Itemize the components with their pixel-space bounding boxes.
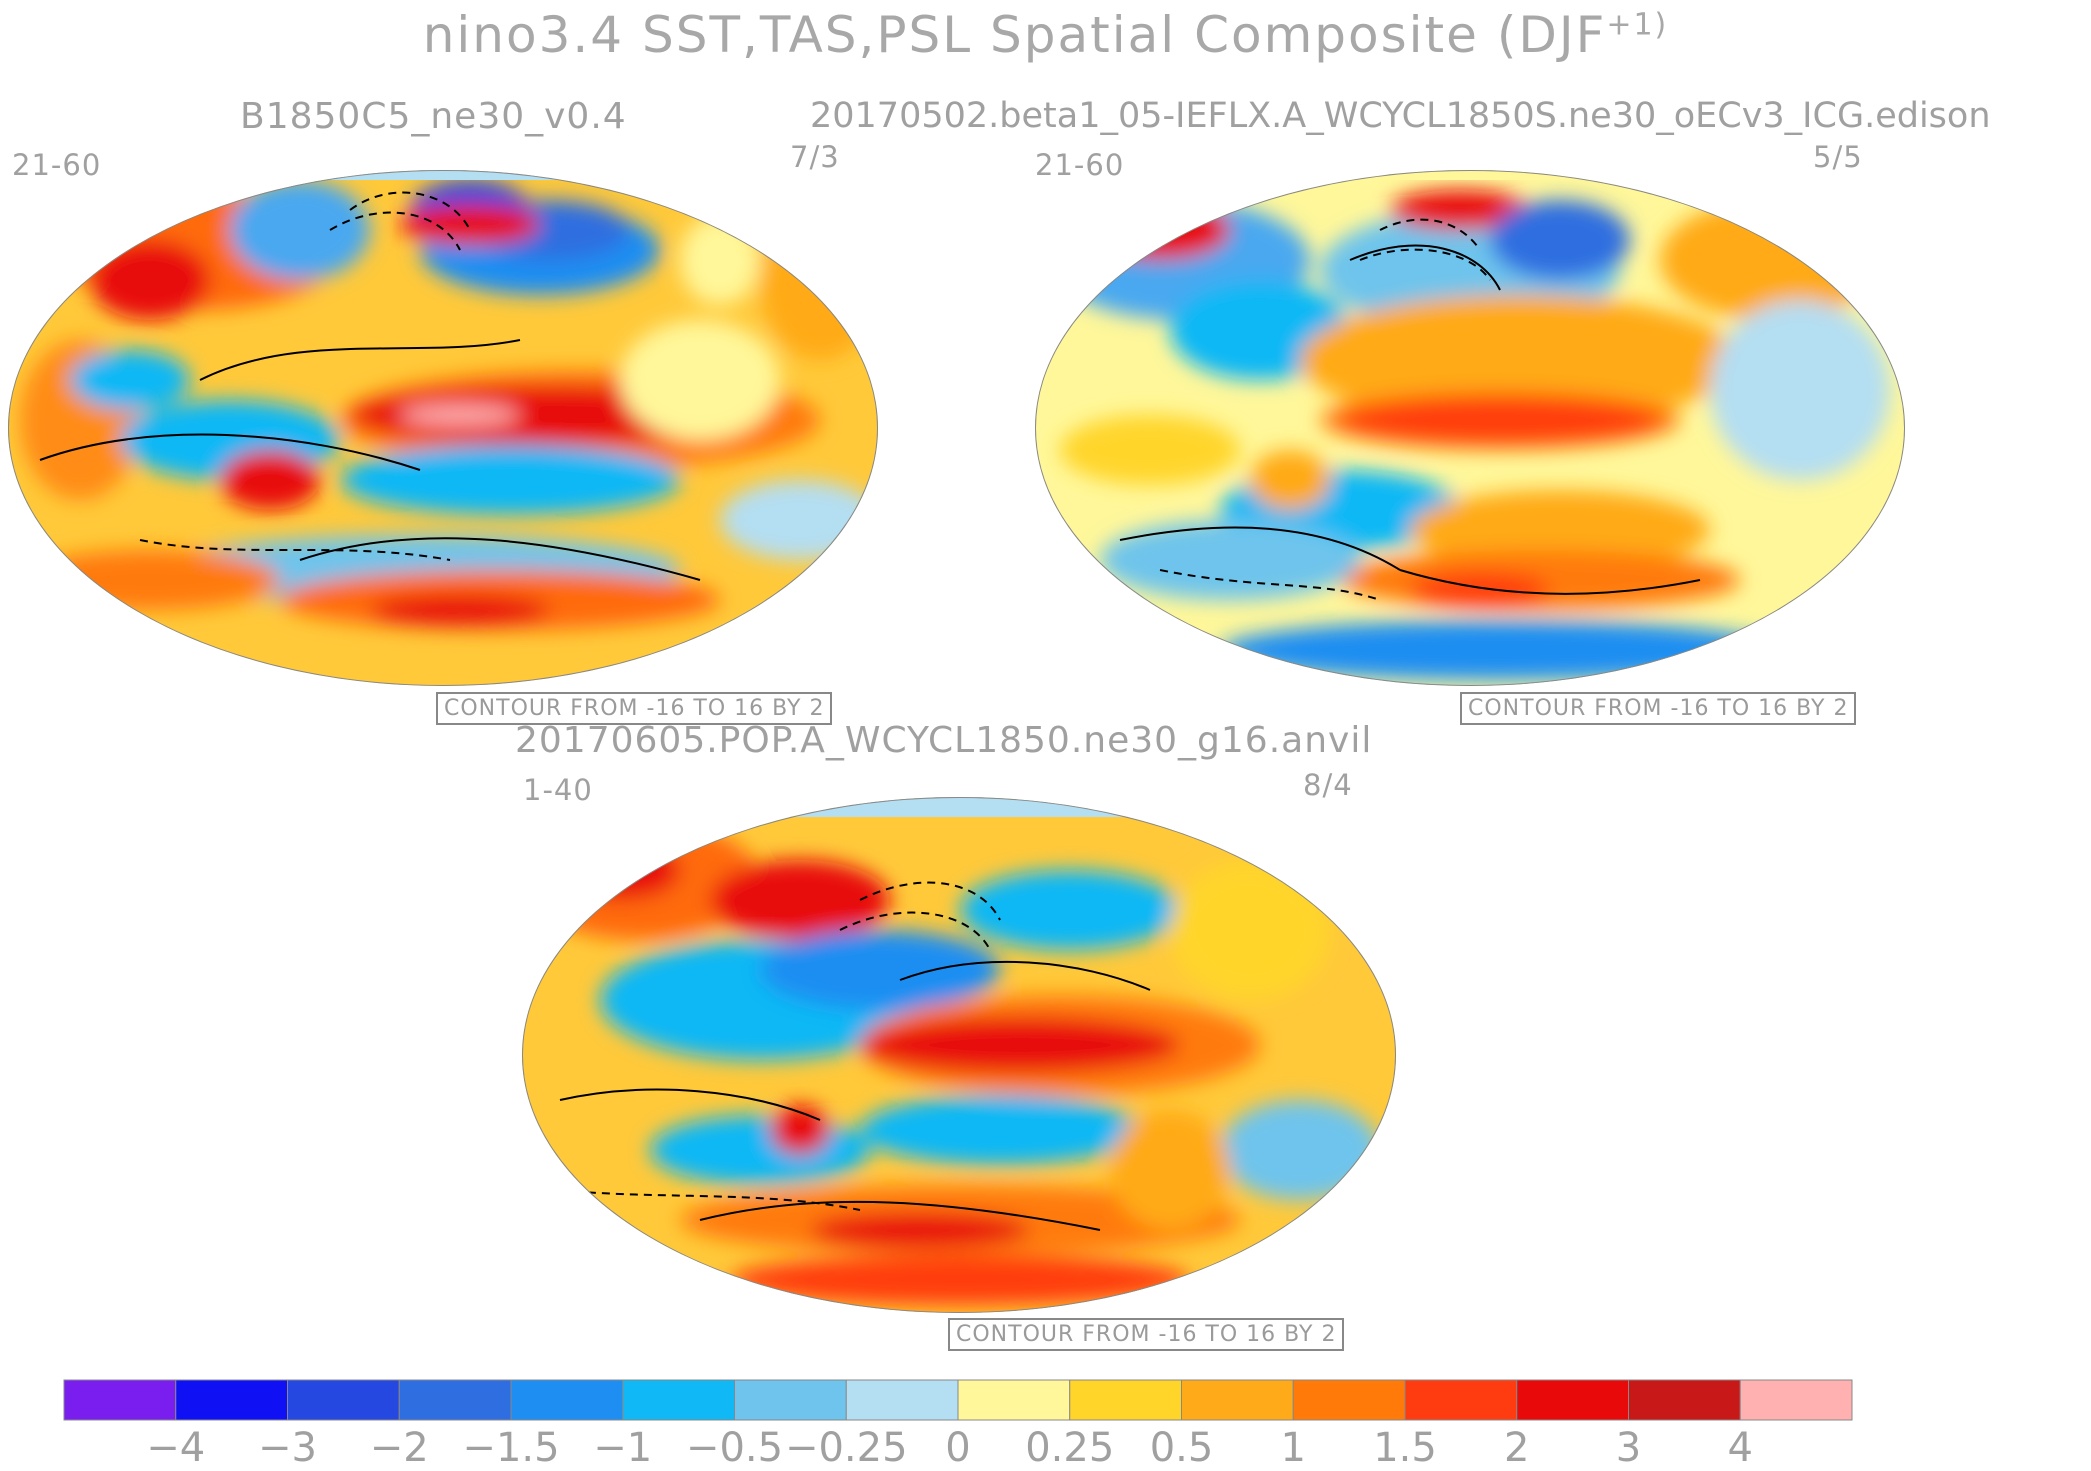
colorbar-swatch — [510, 1379, 624, 1421]
colorbar-swatch — [1404, 1379, 1518, 1421]
colorbar-tick-label: −1 — [593, 1425, 653, 1471]
panel-1-title: B1850C5_ne30_v0.4 — [240, 96, 627, 137]
colorbar-swatch — [398, 1379, 512, 1421]
colorbar-tick-label: 2 — [1504, 1425, 1530, 1471]
colorbar-swatch — [1292, 1379, 1406, 1421]
colorbar-swatch — [1628, 1379, 1741, 1421]
colorbar-swatch — [622, 1379, 735, 1421]
colorbar-tick-label: 3 — [1615, 1425, 1642, 1471]
panel-1-contour-note: CONTOUR FROM -16 TO 16 BY 2 — [436, 692, 833, 725]
panel-3-years: 1-40 — [523, 773, 593, 807]
panel-2-years: 21-60 — [1035, 148, 1125, 182]
colorbar-swatch — [1069, 1379, 1182, 1421]
panel-3-ratio: 8/4 — [1303, 768, 1353, 802]
colorbar-tick-label: 0.25 — [1025, 1425, 1115, 1471]
colorbar-tick-label: −0.25 — [784, 1425, 908, 1471]
colorbar-swatch — [734, 1379, 847, 1421]
colorbar-tick-label: 1.5 — [1373, 1425, 1437, 1471]
colorbar-swatch — [957, 1379, 1071, 1421]
colorbar-swatch — [287, 1379, 400, 1421]
colorbar-tick-label: −2 — [369, 1425, 429, 1471]
colorbar-tick-label: −4 — [146, 1425, 206, 1471]
page-title: nino3.4 SST,TAS,PSL Spatial Composite (D… — [422, 6, 1669, 64]
colorbar-tick-label: 0.5 — [1149, 1425, 1214, 1471]
colorbar-tick-label: 4 — [1727, 1425, 1753, 1471]
map-panel-2 — [1035, 170, 1905, 686]
colorbar-tick-label: −0.5 — [685, 1425, 784, 1471]
colorbar-swatch — [845, 1379, 959, 1421]
colorbar-swatch — [63, 1379, 177, 1421]
panel-3-contour-note: CONTOUR FROM -16 TO 16 BY 2 — [948, 1318, 1345, 1351]
panel-2-title: 20170502.beta1_05-IEFLX.A_WCYCL1850S.ne3… — [810, 96, 1991, 136]
colorbar-tick-label: 0 — [945, 1425, 971, 1471]
colorbar-swatch — [175, 1379, 288, 1421]
panel-3-title: 20170605.POP.A_WCYCL1850.ne30_g16.anvil — [515, 720, 1373, 761]
panel-2-contour-note: CONTOUR FROM -16 TO 16 BY 2 — [1460, 692, 1857, 725]
panel-1-ratio: 7/3 — [790, 140, 840, 174]
panel-1-years: 21-60 — [12, 148, 102, 182]
colorbar-swatch — [1739, 1379, 1853, 1421]
colorbar-tick-label: −3 — [258, 1425, 317, 1471]
colorbar-tick-label: 1 — [1280, 1425, 1306, 1471]
panel-2-ratio: 5/5 — [1813, 140, 1863, 174]
map-panel-1 — [8, 170, 878, 686]
colorbar-swatch — [1181, 1379, 1294, 1421]
colorbar-tick-label: −1.5 — [462, 1425, 560, 1471]
map-panel-3 — [522, 797, 1396, 1313]
colorbar-swatch — [1516, 1379, 1629, 1421]
